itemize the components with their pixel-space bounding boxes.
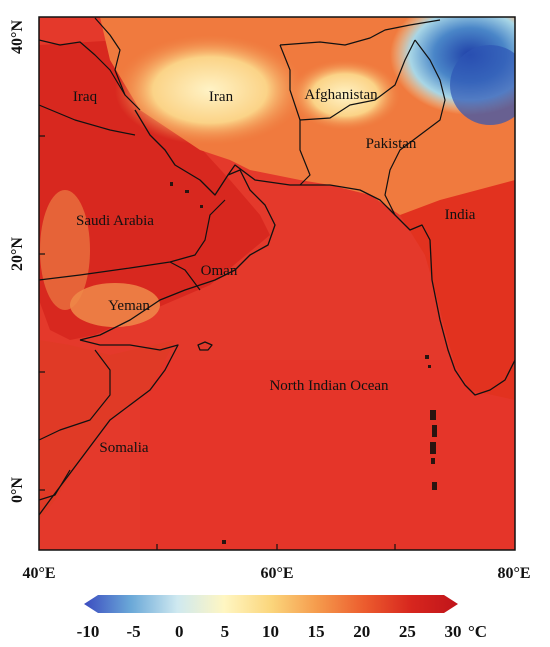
lon-label-80e: 80°E <box>497 565 530 582</box>
india-land-fill <box>400 180 515 400</box>
southern-ocean-shade <box>140 360 515 550</box>
persian-indian-coastline <box>227 164 515 396</box>
region-label-iran: Iran <box>209 89 234 105</box>
persian-gulf-islands <box>170 182 226 544</box>
colorbar-tick-label: 25 <box>399 622 416 641</box>
region-label-north-indian-ocean: North Indian Ocean <box>269 378 389 394</box>
iraq-iran-border <box>94 17 126 96</box>
saudi-yemen-oman-border <box>39 199 226 281</box>
colorbar-tick-label: -10 <box>77 622 100 641</box>
lat-label-40n: 40°N <box>9 20 26 54</box>
lat-label-20n: 20°N <box>9 237 26 271</box>
region-label-somalia: Somalia <box>99 440 149 456</box>
colorbar-tick-label: -5 <box>127 622 141 641</box>
hejaz-patch <box>40 190 90 310</box>
socotra-island <box>197 341 213 351</box>
afghan-hot-patch <box>290 60 400 130</box>
region-label-india: India <box>445 207 476 223</box>
region-label-oman: Oman <box>201 263 238 279</box>
pakistan-india-border <box>384 39 446 216</box>
region-label-saudi-arabia: Saudi Arabia <box>76 213 154 229</box>
colorbar-tick-label: 10 <box>262 622 279 641</box>
maldives-islands <box>425 355 437 490</box>
region-label-afghanistan: Afghanistan <box>304 87 378 103</box>
axis-ticks <box>39 135 396 550</box>
map-panel: Iraq Iran Afghanistan Pakistan Saudi Ara… <box>39 17 515 550</box>
somalia-ethiopia-border <box>39 349 111 441</box>
lon-label-40e: 40°E <box>22 565 55 582</box>
arabian-coastline <box>79 109 276 341</box>
colorbar-tick-label: 0 <box>175 622 184 641</box>
colorbar-tick-label: 5 <box>221 622 230 641</box>
afghan-pakistan-border <box>299 39 416 121</box>
region-label-iraq: Iraq <box>73 89 98 105</box>
lat-label-0n: 0°N <box>9 477 26 503</box>
colorbar-tick-labels: -10 -5 0 5 10 15 20 25 30 <box>77 622 462 641</box>
region-label-pakistan: Pakistan <box>366 136 417 152</box>
arabian-land-fill <box>39 40 270 340</box>
yemen-oman-border <box>169 261 201 291</box>
colorbar-tick-label: 30 <box>445 622 462 641</box>
somali-coastline <box>39 339 179 516</box>
colorbar: -10 -5 0 5 10 15 20 25 30 °C <box>77 595 487 641</box>
colorbar-tick-label: 20 <box>353 622 370 641</box>
colorbar-tick-label: 15 <box>308 622 325 641</box>
colorbar-gradient <box>84 595 458 613</box>
horn-of-africa-fill <box>39 340 175 520</box>
iraq-saudi-border <box>39 104 136 136</box>
yemen-highland-patch <box>70 283 160 327</box>
region-label-yeman: Yeman <box>108 298 150 314</box>
somalia-kenya-border <box>39 469 71 501</box>
iran-north-border <box>279 19 441 46</box>
lon-label-60e: 60°E <box>260 565 293 582</box>
colorbar-unit: °C <box>468 622 487 641</box>
himalaya-core-cold <box>450 45 515 125</box>
iran-hot-patch <box>115 35 305 145</box>
